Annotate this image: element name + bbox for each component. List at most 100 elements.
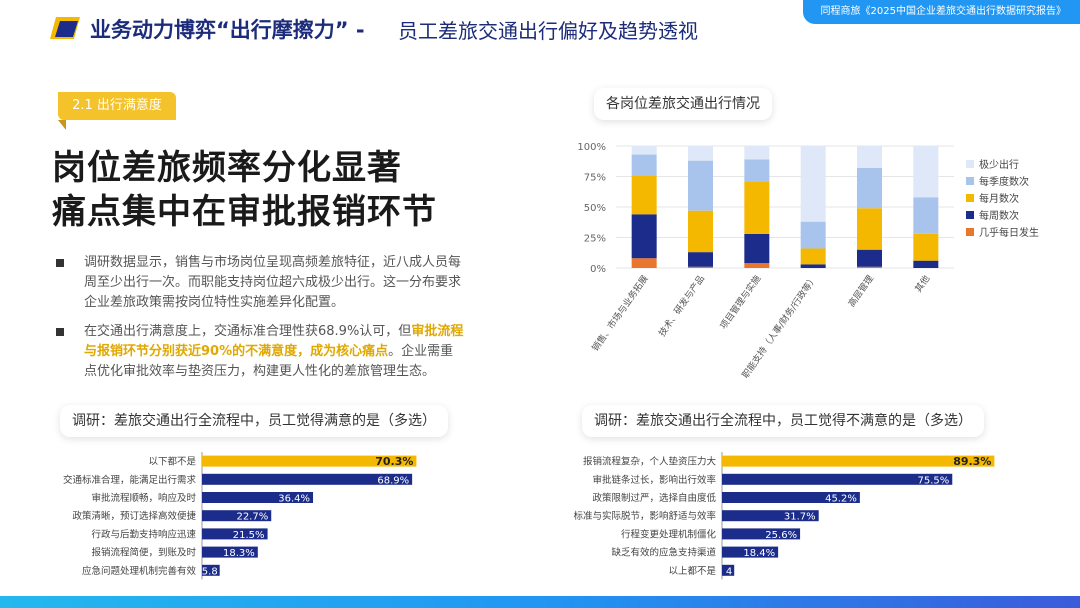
data-label: 18.4% (743, 548, 775, 559)
data-bar (722, 455, 995, 467)
stacked-bar-segment (688, 252, 713, 267)
stacked-bar-segment (913, 260, 939, 268)
page-subtitle: 员工差旅交通出行偏好及趋势透视 (398, 19, 698, 43)
data-bar (202, 546, 258, 558)
category-label: 行政与后勤支持响应迅速 (91, 528, 196, 540)
satisfied-bar-chart: 以下都不是 70.3% 交通标准合理，能满足出行需求 68.9% 审批流程顺畅，响应及时… (63, 452, 417, 580)
bullet-icon (56, 259, 64, 267)
y-tick-label: 0% (590, 264, 606, 275)
data-label: 68.9% (377, 475, 409, 486)
data-bar (202, 473, 413, 485)
legend-label: 几乎每日发生 (979, 226, 1039, 239)
data-bar (202, 528, 268, 540)
stacked-bar-segment (631, 214, 657, 259)
stacked-chart-title: 各岗位差旅交通出行情况 (594, 88, 772, 120)
stacked-bar-segment (688, 210, 713, 253)
data-bar (722, 510, 819, 522)
data-bar (202, 455, 417, 467)
category-label: 审批链条过长，影响出行效率 (592, 474, 716, 486)
paragraph-2-pre: 在交通出行满意度上，交通标准合理性获68.9%认可，但 (84, 324, 412, 339)
data-bar (722, 564, 735, 576)
category-label: 应急问题处理机制完善有效 (82, 565, 197, 577)
legend-swatch (966, 194, 974, 202)
legend-swatch (966, 160, 974, 168)
category-label: 政策限制过严，选择自由度低 (592, 492, 716, 504)
data-label: 4 (726, 566, 732, 577)
y-tick-label: 75% (584, 173, 606, 184)
y-tick-label: 50% (584, 203, 606, 214)
source-tag: 同程商旅《2025中国企业差旅交通出行数据研究报告》 (802, 0, 1080, 24)
x-tick-label: 销售、市场与业务拓展 (589, 273, 650, 354)
data-label: 31.7% (784, 512, 816, 523)
bullet-icon (56, 328, 64, 336)
stacked-bar-segment (744, 146, 770, 160)
legend-swatch (966, 177, 974, 185)
data-label: 5.8 (202, 566, 218, 577)
stacked-bar-segment (800, 248, 826, 265)
stacked-bar-segment (857, 167, 882, 209)
data-label: 89.3% (953, 455, 991, 468)
data-bar (202, 564, 220, 576)
satisfied-chart-title: 调研：差旅交通出行全流程中，员工觉得满意的是（多选） (60, 405, 448, 437)
page-title: 业务动力博弈“出行摩擦力” - (90, 18, 365, 42)
data-label: 21.5% (233, 530, 265, 541)
stacked-bar-segment (631, 175, 657, 215)
data-bar (202, 510, 272, 522)
dissatisfied-bar-chart: 报销流程复杂，个人垫资压力大 89.3% 审批链条过长，影响出行效率 75.5% 政策限… (573, 452, 995, 580)
headline-line-2: 痛点集中在审批报销环节 (52, 192, 437, 232)
category-label: 报销流程复杂，个人垫资压力大 (583, 456, 717, 468)
data-bar (722, 473, 953, 485)
legend-swatch (966, 228, 974, 236)
stacked-bar-segment (800, 146, 826, 222)
data-label: 22.7% (236, 512, 268, 523)
stacked-bar-segment (800, 221, 826, 249)
paragraph-2-post: 。企业需重点优化审批效率与垫资压力，构建更人性化的差旅管理生态。 (84, 344, 454, 379)
header-bar: 业务动力博弈“出行摩擦力” - 员工差旅交通出行偏好及趋势透视 同程商旅《202… (0, 0, 1080, 60)
bottom-gradient-bar (0, 596, 1080, 608)
category-label: 标准与实际脱节，影响舒适与效率 (573, 510, 716, 522)
category-label: 行程变更处理机制僵化 (621, 528, 717, 540)
x-tick-label: 其他 (912, 273, 932, 295)
stacked-bar-segment (857, 266, 882, 268)
legend-label: 极少出行 (979, 158, 1019, 171)
category-label: 政策清晰，预订选择高效便捷 (72, 510, 196, 522)
x-tick-label: 高层管理 (845, 273, 875, 309)
y-tick-label: 100% (577, 142, 606, 153)
data-label: 70.3% (375, 455, 413, 468)
x-tick-label: 项目管理与实施 (717, 273, 763, 332)
stacked-bar-segment (913, 233, 939, 261)
legend-label: 每季度数次 (979, 175, 1029, 188)
data-label: 36.4% (278, 494, 310, 505)
stacked-bar-segment (631, 154, 657, 176)
data-bar (202, 492, 314, 503)
data-label: 75.5% (917, 475, 949, 486)
category-label: 缺乏有效的应急支持渠道 (611, 547, 716, 559)
stacked-bar-segment (857, 146, 882, 168)
stacked-bar-segment (913, 197, 939, 234)
stacked-bar-segment (857, 208, 882, 250)
paragraph-2: 在交通出行满意度上，交通标准合理性获68.9%认可，但审批流程与报销环节分别获近… (84, 322, 464, 382)
stacked-bar-segment (744, 263, 770, 268)
stacked-bar-segment (744, 233, 770, 264)
paragraph-1: 调研数据显示，销售与市场岗位呈现高频差旅特征，近八成人员每周至少出行一次。而职能… (84, 255, 462, 310)
headline-line-1: 岗位差旅频率分化显著 (52, 148, 402, 188)
badge-fold (58, 120, 66, 130)
stacked-bar-segment (744, 159, 770, 182)
data-label: 25.6% (765, 530, 797, 541)
x-tick-label: 技术、研发与产品 (656, 273, 707, 339)
section-badge: 2.1 出行满意度 (58, 92, 176, 120)
y-tick-label: 25% (584, 234, 606, 245)
stacked-bar-segment (913, 146, 939, 198)
data-bar (722, 546, 779, 558)
category-label: 报销流程简便，到账及时 (91, 547, 196, 559)
stacked-bar-segment (688, 266, 713, 268)
legend-label: 每周数次 (979, 209, 1019, 222)
stacked-bar-segment (631, 258, 657, 268)
data-bar (722, 528, 801, 540)
category-label: 以下都不是 (148, 457, 196, 468)
data-label: 18.3% (223, 548, 255, 559)
stacked-bar-segment (800, 264, 826, 268)
legend-swatch (966, 211, 974, 219)
data-bar (722, 492, 860, 503)
data-label: 45.2% (825, 494, 857, 505)
